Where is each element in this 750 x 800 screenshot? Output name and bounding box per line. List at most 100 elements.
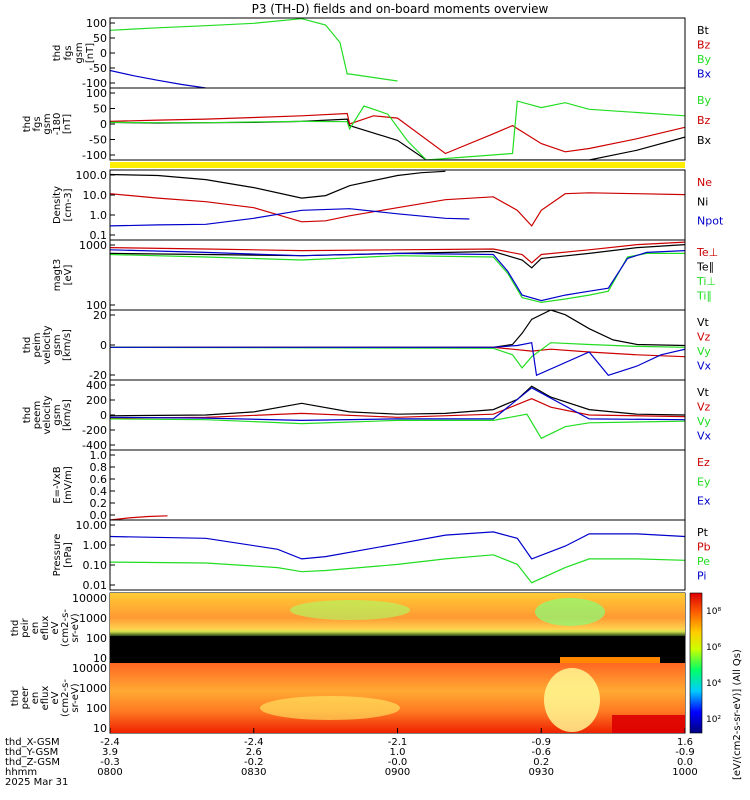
y-tick-label: 100 xyxy=(86,702,107,715)
cbar-label: [eV/(cm2-s-sr-eV)] (All Qs) xyxy=(732,649,743,780)
y-tick-label: -50 xyxy=(89,62,107,75)
peer-spectrogram xyxy=(110,657,685,733)
y-axis-label: (cm2-s- xyxy=(60,609,71,647)
y-axis-label: gsm xyxy=(74,42,85,63)
x-tick-label: 1000 xyxy=(672,767,697,778)
series-line-Vy xyxy=(110,413,685,440)
x-tick-label: 2.6 xyxy=(246,747,262,758)
x-row-label: hhmm xyxy=(5,767,37,778)
legend-Ti∥: Ti∥ xyxy=(696,290,712,303)
legend-Pe: Pe xyxy=(697,555,710,568)
legend-Bx: Bx xyxy=(697,134,712,147)
peir-spectrogram xyxy=(110,593,685,663)
y-tick-label: 0.4 xyxy=(90,485,108,498)
legend-Vz: Vz xyxy=(697,331,711,344)
x-tick-label: 0900 xyxy=(385,767,410,778)
y-tick-label: 1.0 xyxy=(90,449,108,462)
y-tick-label: 1.0 xyxy=(90,209,108,222)
legend-Vz: Vz xyxy=(697,401,711,414)
y-tick-label: 10 xyxy=(93,722,107,735)
legend-Ne: Ne xyxy=(697,176,712,189)
x-tick-label: 0830 xyxy=(241,767,266,778)
y-axis-label: [nT] xyxy=(85,43,96,63)
y-axis-label: sr-eV) xyxy=(70,613,81,642)
series-line-Bz xyxy=(110,112,685,155)
x-tick-label: 1.6 xyxy=(677,737,693,748)
y-axis-label: eflux xyxy=(40,686,51,711)
y-axis-label: thd xyxy=(22,337,33,354)
y-axis-label: velocity xyxy=(42,325,53,364)
panel-frame xyxy=(109,169,686,241)
series-line-Ni xyxy=(110,170,446,199)
y-axis-label: thd xyxy=(22,116,33,133)
x-tick-label: 0930 xyxy=(529,767,554,778)
y-tick-label: 1.00 xyxy=(83,539,108,552)
legend-Vt: Vt xyxy=(697,386,710,399)
legend-Bt: Bt xyxy=(697,24,710,37)
legend-Vy: Vy xyxy=(697,345,711,358)
series-line-By xyxy=(110,18,398,82)
y-tick-label: 0.10 xyxy=(83,559,108,572)
y-axis-label: eflux xyxy=(40,616,51,641)
y-axis-label: Pressure xyxy=(52,534,63,577)
panel-frame xyxy=(109,449,686,521)
legend-Bx: Bx xyxy=(697,68,712,81)
y-axis-label: gsm xyxy=(42,113,53,134)
series-line-Bx xyxy=(110,118,685,160)
legend-Pb: Pb xyxy=(697,541,711,554)
legend-By: By xyxy=(697,53,712,66)
series-line-Te⊥ xyxy=(110,241,685,264)
legend-Ez: Ez xyxy=(697,456,710,469)
y-axis-label: [nT] xyxy=(62,114,73,134)
y-axis-label: peir xyxy=(20,617,31,637)
y-tick-label: 10.00 xyxy=(76,519,108,532)
legend-Ex: Ex xyxy=(697,495,711,508)
y-tick-label: -100 xyxy=(82,77,107,90)
panel-temp: 1000 100 magt3 [eV] Te⊥ Te∥Ti⊥ Ti∥ xyxy=(52,239,718,312)
y-tick-label: 20 xyxy=(93,309,107,322)
y-tick-label: 0.8 xyxy=(90,461,108,474)
panel-fgs-rot: 100 50 0 -50 -100 thd fgs gsm -180 [nT] By Bz Bx xyxy=(22,87,712,162)
legend-Ey: Ey xyxy=(697,475,711,488)
y-axis-label: thd xyxy=(22,407,33,424)
x-tick-label: 3.9 xyxy=(102,747,118,758)
x-row-label: thd_Z-GSM xyxy=(5,757,60,768)
y-tick-label: 0.01 xyxy=(83,579,108,592)
x-tick-label: -0.2 xyxy=(244,757,264,768)
panel-frame xyxy=(109,17,686,89)
y-tick-label: 100 xyxy=(86,632,107,645)
panel-frame xyxy=(109,519,686,591)
series-line-Ez xyxy=(110,515,168,520)
y-tick-label: 0 xyxy=(100,118,107,131)
legend-Vx: Vx xyxy=(697,360,712,373)
series-line-Te∥ xyxy=(110,244,685,269)
series-line-Ti∥ xyxy=(110,249,685,302)
y-axis-label: [eV] xyxy=(63,265,74,286)
y-tick-label: 10 xyxy=(93,652,107,665)
y-axis-label: (cm2-s- xyxy=(60,679,71,717)
y-tick-label: 0 xyxy=(100,47,107,60)
x-tick-label: -0.9 xyxy=(675,747,695,758)
y-tick-label: 100 xyxy=(86,87,107,100)
y-tick-label: 0.0 xyxy=(90,509,108,522)
y-axis-label: peim xyxy=(32,332,43,357)
x-row-label: thd_X-GSM xyxy=(5,737,60,748)
y-axis-label: [km/s] xyxy=(62,329,73,361)
y-axis-label: [nPa] xyxy=(63,542,74,568)
y-tick-label: 1000 xyxy=(79,612,107,625)
legend-Npot: Npot xyxy=(697,215,724,228)
date-label: 2025 Mar 31 xyxy=(5,777,68,788)
y-tick-label: 1000 xyxy=(79,239,107,252)
series-line-Vz xyxy=(110,346,685,358)
series-line-Bx xyxy=(110,69,206,88)
y-tick-label: 0.2 xyxy=(90,497,108,510)
series-line-Vt xyxy=(110,385,685,417)
y-axis-label: fgs xyxy=(32,116,43,131)
series-line-Vx xyxy=(110,341,685,377)
y-axis-label: fgs xyxy=(63,45,74,60)
series-line-By xyxy=(110,100,685,160)
series-line-Npot xyxy=(110,208,470,227)
